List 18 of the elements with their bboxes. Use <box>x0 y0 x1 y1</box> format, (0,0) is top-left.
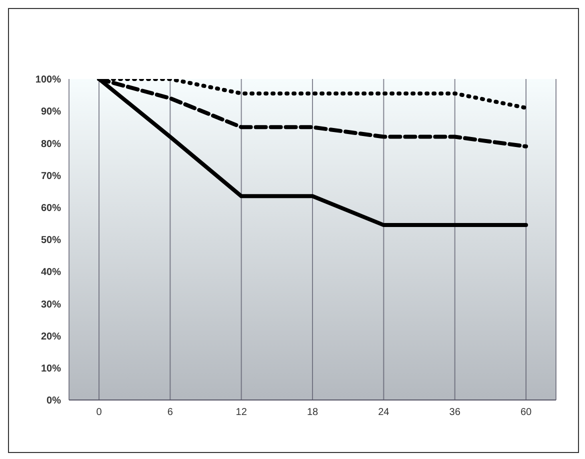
y-tick-label: 10% <box>40 363 62 374</box>
y-tick-label: 90% <box>40 106 62 118</box>
y-tick-label: 80% <box>40 138 62 150</box>
y-tick-label: 40% <box>40 267 62 278</box>
x-tick-label: 60 <box>520 407 532 418</box>
y-tick-label: 30% <box>40 299 62 310</box>
x-tick-label: 24 <box>378 407 390 418</box>
x-tick-label: 36 <box>449 407 461 418</box>
y-tick-label: 100% <box>35 74 62 86</box>
x-tick-label: 6 <box>167 407 174 418</box>
x-tick-label: 18 <box>306 407 318 418</box>
y-tick-label: 60% <box>40 202 62 214</box>
x-tick-label: 12 <box>236 407 248 418</box>
y-tick-label: 50% <box>40 235 62 246</box>
y-tick-label: 20% <box>40 331 62 342</box>
y-tick-label: 70% <box>40 170 62 182</box>
x-tick-label: 0 <box>96 407 102 418</box>
y-tick-label: 0% <box>46 396 62 407</box>
